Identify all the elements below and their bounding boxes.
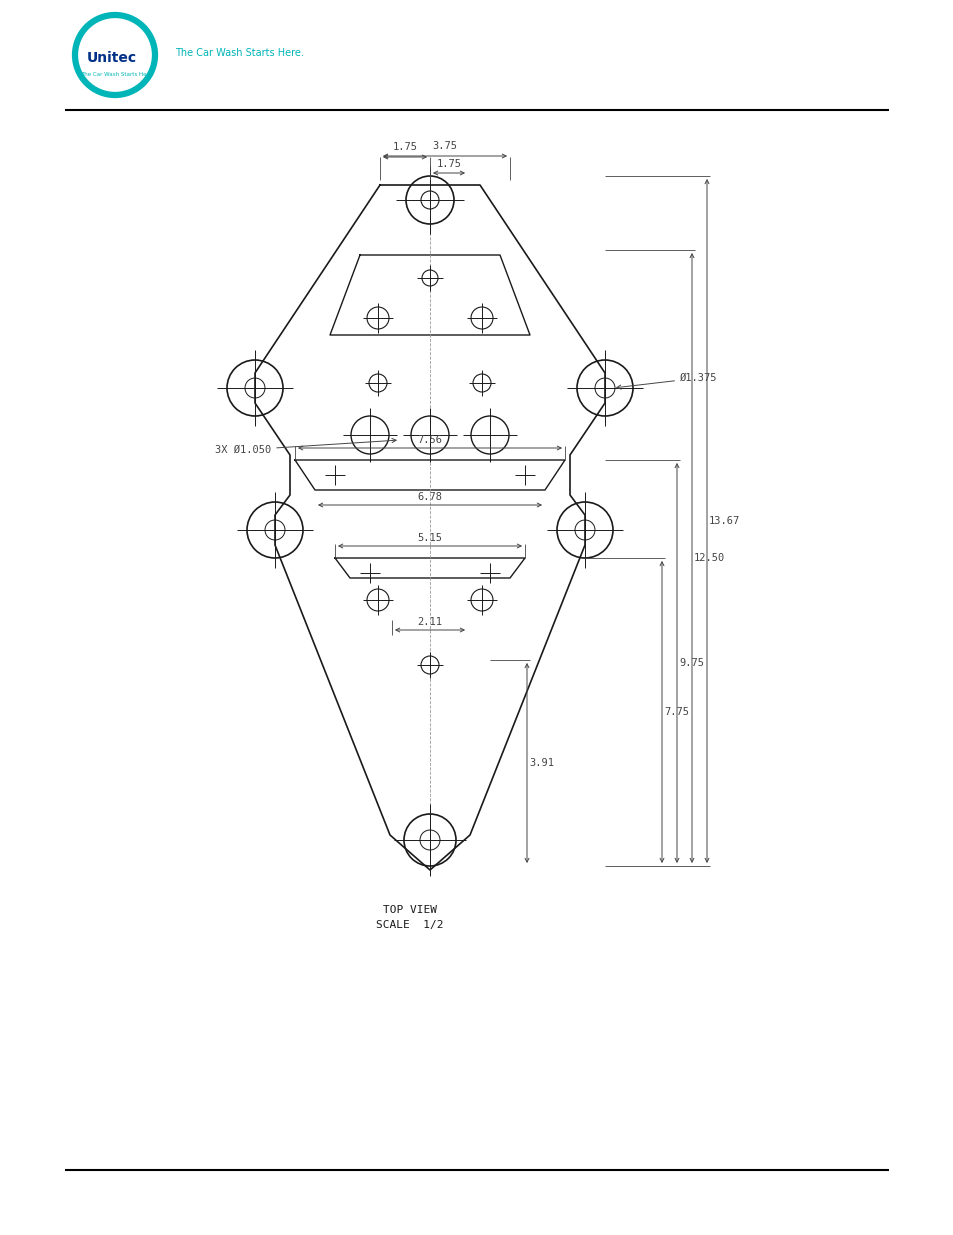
Text: 3.75: 3.75 — [432, 141, 457, 151]
Text: 3.91: 3.91 — [529, 758, 554, 768]
Text: 5.15: 5.15 — [417, 534, 442, 543]
Text: 9.75: 9.75 — [679, 658, 703, 668]
Text: 2.11: 2.11 — [417, 618, 442, 627]
Text: TOP VIEW: TOP VIEW — [382, 905, 436, 915]
Text: The Car Wash Starts Here.: The Car Wash Starts Here. — [174, 48, 304, 58]
Text: 12.50: 12.50 — [693, 553, 724, 563]
Text: The Car Wash Starts Here.: The Car Wash Starts Here. — [81, 72, 153, 77]
Text: 7.75: 7.75 — [663, 706, 688, 718]
Text: 6.78: 6.78 — [417, 492, 442, 501]
Text: SCALE  1/2: SCALE 1/2 — [375, 920, 443, 930]
Text: 1.75: 1.75 — [392, 142, 417, 152]
Text: 13.67: 13.67 — [708, 516, 740, 526]
Text: 7.56: 7.56 — [417, 435, 442, 445]
Text: 1.75: 1.75 — [436, 159, 461, 169]
Text: Ø1.375: Ø1.375 — [617, 373, 717, 389]
Text: Unitec: Unitec — [87, 51, 137, 65]
Text: 3X Ø1.050: 3X Ø1.050 — [214, 438, 395, 454]
